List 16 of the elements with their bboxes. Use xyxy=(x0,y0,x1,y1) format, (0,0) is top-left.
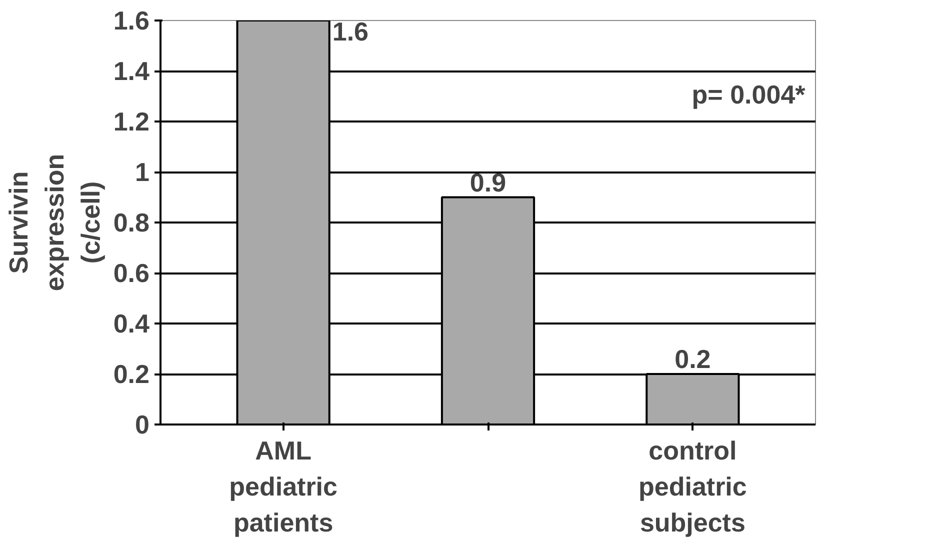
annotation: p= 0.004* xyxy=(692,79,806,110)
data-label: 0.9 xyxy=(470,167,506,198)
y-tick-label: 0.8 xyxy=(113,208,150,238)
data-label: 0.2 xyxy=(674,344,711,374)
y-tick-label: 0 xyxy=(135,410,150,440)
y-tick-label: 1.6 xyxy=(113,6,150,36)
y-tick-label: 1.4 xyxy=(113,56,150,86)
data-label: 1.6 xyxy=(332,16,369,46)
y-tick-label: 1.2 xyxy=(113,106,150,136)
x-tick-label: AML pediatric patients xyxy=(229,436,338,538)
y-axis-title: Survivin expression (c/cell) xyxy=(3,154,106,292)
y-tick-label: 0.2 xyxy=(113,359,150,389)
x-tick-label: control pediatric subjects xyxy=(638,436,747,538)
y-tick-label: 1 xyxy=(135,157,150,187)
y-tick-label: 0.4 xyxy=(113,308,150,338)
y-tick-label: 0.6 xyxy=(113,258,150,288)
